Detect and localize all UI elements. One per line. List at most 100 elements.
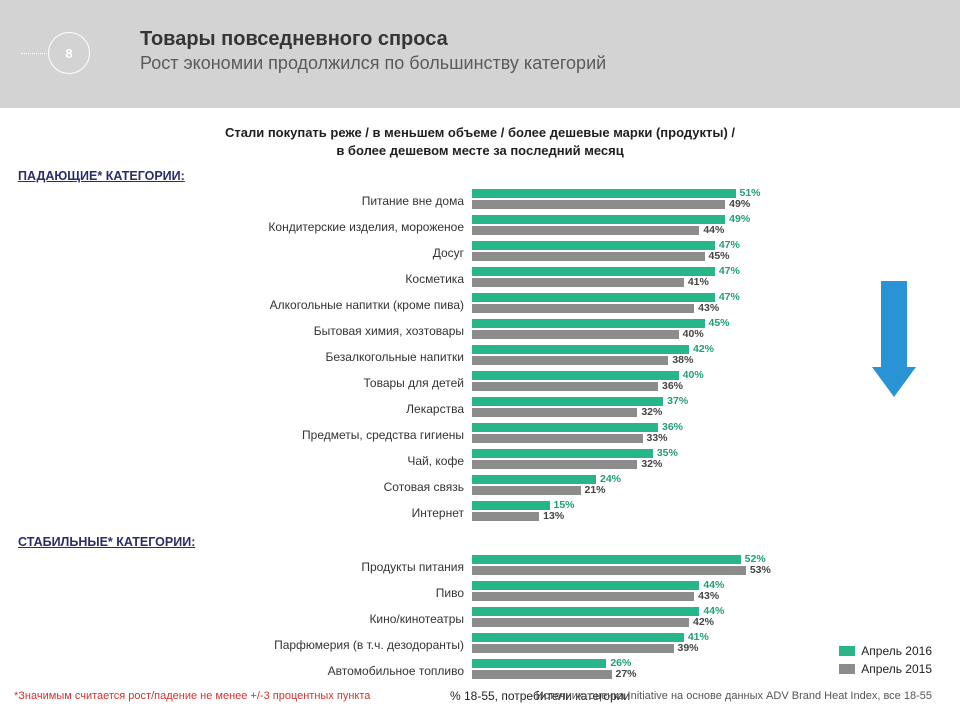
bar-series-b: 43% — [472, 592, 694, 601]
chart-row: Парфюмерия (в т.ч. дезодоранты)41%39% — [0, 633, 960, 657]
page-number-badge: 8 — [48, 32, 90, 74]
bar-value-b: 41% — [688, 276, 709, 288]
chart-row: Бытовая химия, хозтовары45%40% — [0, 319, 960, 343]
row-label: Питание вне дома — [0, 189, 472, 213]
bar-series-b: 49% — [472, 200, 725, 209]
chart-title-line2: в более дешевом месте за последний месяц — [336, 143, 623, 158]
bar-value-b: 42% — [693, 616, 714, 628]
chart-row: Пиво44%43% — [0, 581, 960, 605]
bar-series-a: 44% — [472, 607, 699, 616]
row-bars: 44%43% — [472, 581, 812, 601]
bar-series-b: 53% — [472, 566, 746, 575]
row-bars: 47%43% — [472, 293, 812, 313]
bar-value-a: 49% — [729, 213, 750, 225]
bar-series-a: 45% — [472, 319, 705, 328]
page-subtitle: Рост экономии продолжился по большинству… — [140, 53, 606, 74]
row-label: Чай, кофе — [0, 449, 472, 473]
bar-series-b: 36% — [472, 382, 658, 391]
chart-falling: Питание вне дома51%49%Кондитерские издел… — [0, 189, 960, 525]
bar-series-b: 44% — [472, 226, 699, 235]
legend-label-a: Апрель 2016 — [861, 644, 932, 658]
row-bars: 35%32% — [472, 449, 812, 469]
bar-series-a: 49% — [472, 215, 725, 224]
row-label: Парфюмерия (в т.ч. дезодоранты) — [0, 633, 472, 657]
row-label: Предметы, средства гигиены — [0, 423, 472, 447]
row-bars: 49% 44% — [472, 215, 812, 235]
legend-swatch-a — [839, 646, 855, 656]
bar-value-b: 27% — [616, 668, 637, 680]
bar-value-b: 38% — [672, 354, 693, 366]
bar-series-b: 38% — [472, 356, 668, 365]
section-label-stable: СТАБИЛЬНЫЕ* КАТЕГОРИИ: — [18, 535, 960, 549]
bar-value-b: 45% — [709, 250, 730, 262]
chart-row: Безалкогольные напитки42%38% — [0, 345, 960, 369]
bar-series-a: 35% — [472, 449, 653, 458]
bar-series-a: 37% — [472, 397, 663, 406]
bar-series-a: 44% — [472, 581, 699, 590]
row-bars: 36%33% — [472, 423, 812, 443]
bar-value-b: 36% — [662, 380, 683, 392]
row-label: Безалкогольные напитки — [0, 345, 472, 369]
row-bars: 15%13% — [472, 501, 812, 521]
row-label: Пиво — [0, 581, 472, 605]
bar-series-b: 41% — [472, 278, 684, 287]
row-label: Интернет — [0, 501, 472, 525]
chart-title: Стали покупать реже / в меньшем объеме /… — [0, 124, 960, 159]
bar-value-b: 33% — [647, 432, 668, 444]
bar-value-b: 40% — [683, 328, 704, 340]
row-label: Алкогольные напитки (кроме пива) — [0, 293, 472, 317]
bar-series-b: 13% — [472, 512, 539, 521]
row-bars: 44%42% — [472, 607, 812, 627]
row-label: Кино/кинотеатры — [0, 607, 472, 631]
bar-series-b: 33% — [472, 434, 643, 443]
chart-row: Товары для детей40%36% — [0, 371, 960, 395]
row-label: Кондитерские изделия, мороженое — [0, 215, 472, 239]
row-bars: 45%40% — [472, 319, 812, 339]
row-label: Лекарства — [0, 397, 472, 421]
bar-series-a: 47% — [472, 241, 715, 250]
section-label-falling: ПАДАЮЩИЕ* КАТЕГОРИИ: — [18, 169, 960, 183]
bar-series-b: 42% — [472, 618, 689, 627]
bar-series-a: 41% — [472, 633, 684, 642]
chart-row: Кино/кинотеатры44%42% — [0, 607, 960, 631]
row-bars: 47% 41% — [472, 267, 812, 287]
page-number: 8 — [65, 46, 72, 61]
chart-row: Питание вне дома51%49% — [0, 189, 960, 213]
row-bars: 47%45% — [472, 241, 812, 261]
bar-series-b: 39% — [472, 644, 674, 653]
bar-value-a: 45% — [709, 317, 730, 329]
row-bars: 40%36% — [472, 371, 812, 391]
bar-value-b: 53% — [750, 564, 771, 576]
row-label: Продукты питания — [0, 555, 472, 579]
chart-row: Предметы, средства гигиены36%33% — [0, 423, 960, 447]
legend-item-b: Апрель 2015 — [839, 662, 932, 676]
row-label: Досуг — [0, 241, 472, 265]
bar-series-a: 51% — [472, 189, 736, 198]
bar-series-a: 42% — [472, 345, 689, 354]
bar-value-a: 40% — [683, 369, 704, 381]
bar-value-a: 47% — [719, 265, 740, 277]
row-bars: 24%21% — [472, 475, 812, 495]
bar-value-a: 42% — [693, 343, 714, 355]
row-label: Косметика — [0, 267, 472, 291]
row-label: Бытовая химия, хозтовары — [0, 319, 472, 343]
bar-value-b: 13% — [543, 510, 564, 522]
row-bars: 41%39% — [472, 633, 812, 653]
row-bars: 51%49% — [472, 189, 812, 209]
bar-value-b: 43% — [698, 302, 719, 314]
row-bars: 42%38% — [472, 345, 812, 365]
bar-value-b: 49% — [729, 198, 750, 210]
header-band: 8 Товары повседневного спроса Рост эконо… — [0, 0, 960, 108]
chart-title-line1: Стали покупать реже / в меньшем объеме /… — [225, 125, 735, 140]
bar-value-b: 21% — [585, 484, 606, 496]
chart-row: Лекарства37%32% — [0, 397, 960, 421]
bar-value-b: 43% — [698, 590, 719, 602]
chart-row: Чай, кофе35%32% — [0, 449, 960, 473]
page-title: Товары повседневного спроса — [140, 28, 606, 51]
bar-series-b: 32% — [472, 460, 637, 469]
chart-stable: Продукты питания52%53%Пиво44%43%Кино/кин… — [0, 555, 960, 683]
chart-row: Алкогольные напитки (кроме пива)47%43% — [0, 293, 960, 317]
row-label: Товары для детей — [0, 371, 472, 395]
legend-item-a: Апрель 2016 — [839, 644, 932, 658]
title-block: Товары повседневного спроса Рост экономи… — [140, 28, 606, 74]
